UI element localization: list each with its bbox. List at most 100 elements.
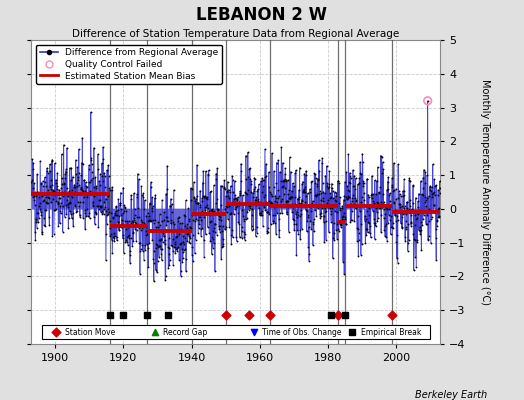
Point [205,219,214,225]
Point [182,224,191,231]
Point [117,212,125,218]
Point [105,208,114,215]
Point [71,203,80,209]
Point [250,186,258,192]
Point [133,191,141,197]
Point [165,262,173,268]
Point [269,184,278,190]
Point [60,213,69,220]
Point [268,193,276,200]
Point [152,240,160,247]
Point [256,210,265,216]
Point [62,202,70,209]
Point [246,204,255,211]
Point [228,234,237,240]
Point [302,228,311,234]
Point [88,169,96,175]
Point [419,174,427,181]
Point [77,185,85,191]
Point [261,173,270,180]
Point [199,168,208,174]
Point [339,216,347,222]
Point [168,209,176,215]
Point [430,202,438,208]
Point [131,226,139,232]
Point [209,244,217,251]
Point [167,216,176,223]
Point [381,203,390,210]
Point [294,193,303,200]
Point [347,217,355,223]
Point [160,209,168,216]
Point [219,243,227,249]
Point [48,182,56,188]
Point [31,216,40,222]
Point [122,237,130,244]
Point [268,150,276,157]
Point [73,164,82,170]
Point [228,173,236,180]
Point [78,186,86,193]
Point [313,191,321,198]
Point [40,214,48,221]
Point [364,212,373,218]
Point [167,220,175,227]
Point [101,173,109,179]
Point [321,172,330,179]
Point [161,277,169,283]
Point [198,197,206,204]
Point [322,208,331,214]
Point [110,238,118,244]
Point [321,190,329,196]
Point [82,194,91,200]
Point [429,208,437,214]
Point [366,223,374,229]
Point [281,171,289,177]
Point [149,256,158,262]
Point [232,204,240,210]
Point [132,220,140,227]
Point [174,243,182,250]
Point [159,227,167,233]
Point [254,196,263,202]
Point [418,192,427,198]
Point [322,218,330,224]
Point [356,199,365,206]
Point [178,238,187,245]
Point [48,156,57,163]
Point [283,204,292,210]
Point [139,190,148,196]
Point [300,189,309,195]
Point [373,198,381,205]
Point [63,204,72,210]
Point [276,169,284,175]
Point [155,254,163,260]
Point [227,232,235,238]
Point [164,265,172,271]
Point [387,231,395,238]
Point [405,177,413,184]
Point [236,188,244,194]
Point [271,198,279,204]
Point [126,251,134,258]
Point [377,198,385,205]
Point [163,163,171,169]
Point [327,208,335,214]
Point [307,226,315,232]
Point [434,186,442,193]
Point [37,212,46,218]
Point [366,234,375,241]
Point [45,214,53,220]
Point [341,214,349,220]
Point [258,189,267,195]
Point [340,210,348,217]
Point [76,199,84,205]
Point [211,221,220,227]
Point [133,194,141,200]
Point [257,208,266,214]
Point [326,195,334,202]
Point [137,183,146,190]
Point [351,195,359,202]
Point [290,227,298,234]
Point [368,172,376,179]
